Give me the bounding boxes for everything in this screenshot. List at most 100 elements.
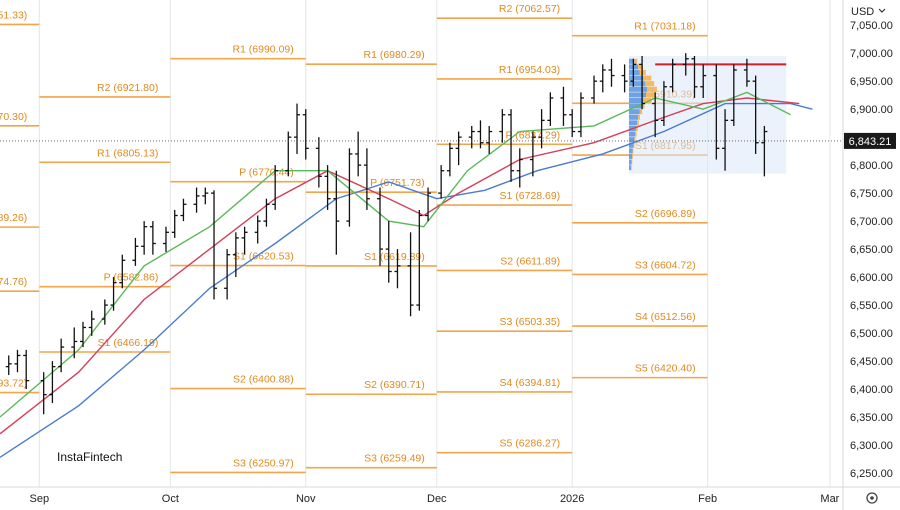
profile-bar bbox=[628, 142, 634, 148]
ohlc-bar bbox=[224, 249, 231, 300]
time-tick-label: Nov bbox=[296, 493, 316, 505]
price-axis[interactable]: 7,050.007,000.006,950.006,900.006,850.00… bbox=[850, 20, 893, 480]
profile-bar bbox=[628, 137, 635, 143]
profile-bar bbox=[628, 92, 647, 98]
ohlc-bar bbox=[23, 349, 30, 390]
price-tick-label: 6,250.00 bbox=[850, 468, 893, 480]
price-tick-label: 6,700.00 bbox=[850, 216, 893, 228]
pivot-label: S1 (6619.89) bbox=[364, 251, 425, 263]
ohlc-bar bbox=[700, 64, 707, 98]
ohlc-bar bbox=[285, 131, 292, 177]
ohlc-bar bbox=[713, 64, 720, 160]
ohlc-bar bbox=[477, 120, 484, 149]
ohlc-bar bbox=[241, 226, 248, 255]
ohlc-bars bbox=[5, 53, 768, 415]
pivot-label: S1 (6620.53) bbox=[233, 251, 294, 263]
ohlc-bar bbox=[730, 64, 737, 126]
ohlc-bar bbox=[599, 64, 606, 93]
pivot-label: S4 (6512.56) bbox=[635, 311, 696, 323]
moving-averages bbox=[0, 91, 813, 458]
ohlc-bar bbox=[652, 92, 659, 138]
pivot-label: R2 (7062.57) bbox=[499, 3, 560, 15]
price-tick-label: 6,300.00 bbox=[850, 440, 893, 452]
ohlc-bar bbox=[577, 92, 584, 138]
chevron-down-icon[interactable] bbox=[878, 8, 886, 13]
ohlc-bar bbox=[171, 209, 178, 238]
pivot-label: P (6582.86) bbox=[104, 272, 159, 284]
ohlc-bar bbox=[438, 165, 445, 199]
currency-selector[interactable]: USD bbox=[851, 6, 886, 18]
time-tick-label: Feb bbox=[698, 493, 717, 505]
ohlc-bar bbox=[119, 254, 126, 289]
pivot-label: S2 (6390.71) bbox=[364, 379, 425, 391]
ohlc-bar bbox=[5, 355, 12, 376]
profile-bar bbox=[628, 165, 632, 171]
ohlc-bar bbox=[71, 327, 78, 359]
time-axis[interactable]: Sep Oct Nov Dec 2026 Feb Mar bbox=[30, 493, 840, 505]
time-tick-label: 2026 bbox=[560, 493, 584, 505]
profile-bar bbox=[628, 120, 638, 126]
profile-bar bbox=[628, 109, 640, 115]
ohlc-bar bbox=[569, 109, 576, 138]
current-price-value: 6,843.21 bbox=[849, 136, 892, 148]
ohlc-bar bbox=[455, 131, 462, 166]
ohlc-bar bbox=[639, 55, 646, 110]
ohlc-bar bbox=[499, 109, 506, 143]
ohlc-bar bbox=[416, 209, 423, 311]
settings-icon[interactable] bbox=[866, 492, 878, 504]
ohlc-bar bbox=[132, 237, 139, 266]
watermark-box bbox=[48, 438, 154, 476]
ohlc-bar bbox=[591, 75, 598, 104]
ohlc-bar bbox=[722, 109, 729, 171]
profile-bar bbox=[628, 103, 642, 109]
ohlc-bar bbox=[425, 187, 432, 222]
volume-profile bbox=[628, 55, 787, 174]
ohlc-bar bbox=[193, 187, 200, 213]
pivot-label: R1 (6954.03) bbox=[499, 64, 560, 76]
ohlc-bar bbox=[608, 58, 615, 87]
price-tick-label: 6,600.00 bbox=[850, 272, 893, 284]
pivot-label: R1 (6980.29) bbox=[363, 49, 424, 61]
profile-bar bbox=[643, 75, 652, 81]
pivot-label: R1 (6805.13) bbox=[97, 147, 158, 159]
ohlc-bar bbox=[14, 349, 21, 373]
pivot-label: R4 (7051.33) bbox=[0, 9, 27, 21]
ohlc-bar bbox=[621, 64, 628, 93]
ohlc-bar bbox=[88, 310, 95, 336]
price-tick-label: 7,050.00 bbox=[850, 20, 893, 32]
ohlc-bar bbox=[363, 148, 370, 210]
profile-bar bbox=[645, 81, 655, 87]
ohlc-bar bbox=[538, 109, 545, 149]
profile-bar bbox=[632, 153, 633, 159]
pivot-label: R2 (6921.80) bbox=[97, 82, 158, 94]
ohlc-bar bbox=[180, 198, 187, 222]
ohlc-bar bbox=[529, 131, 536, 177]
moving-average-line bbox=[0, 97, 800, 435]
profile-bar bbox=[628, 81, 646, 87]
profile-bar bbox=[646, 86, 657, 92]
profile-range bbox=[628, 55, 787, 174]
ohlc-bar bbox=[669, 58, 676, 93]
profile-bar bbox=[637, 64, 643, 70]
watermark: InstaFintech bbox=[48, 438, 154, 476]
ohlc-bar bbox=[294, 103, 301, 154]
ohlc-bar bbox=[394, 249, 401, 289]
profile-bar bbox=[634, 137, 636, 143]
ohlc-bar bbox=[761, 125, 768, 177]
profile-bar bbox=[628, 131, 636, 137]
time-tick-label: Mar bbox=[820, 493, 839, 505]
ohlc-bar bbox=[560, 86, 567, 126]
price-tick-label: 6,550.00 bbox=[850, 300, 893, 312]
profile-bar bbox=[633, 142, 635, 148]
price-tick-label: 6,450.00 bbox=[850, 356, 893, 368]
pivot-levels: R4 (7051.33) R3 (6870.30) R2 (6689.26) R1 (… bbox=[0, 3, 708, 474]
currency-label[interactable]: USD bbox=[851, 6, 874, 18]
price-tick-label: 6,650.00 bbox=[850, 244, 893, 256]
ohlc-bar bbox=[377, 187, 384, 266]
ohlc-bar bbox=[254, 215, 261, 244]
ohlc-bar bbox=[302, 109, 309, 160]
ohlc-bar bbox=[202, 187, 209, 205]
time-tick-label: Oct bbox=[162, 493, 179, 505]
time-tick-label: Dec bbox=[427, 493, 447, 505]
